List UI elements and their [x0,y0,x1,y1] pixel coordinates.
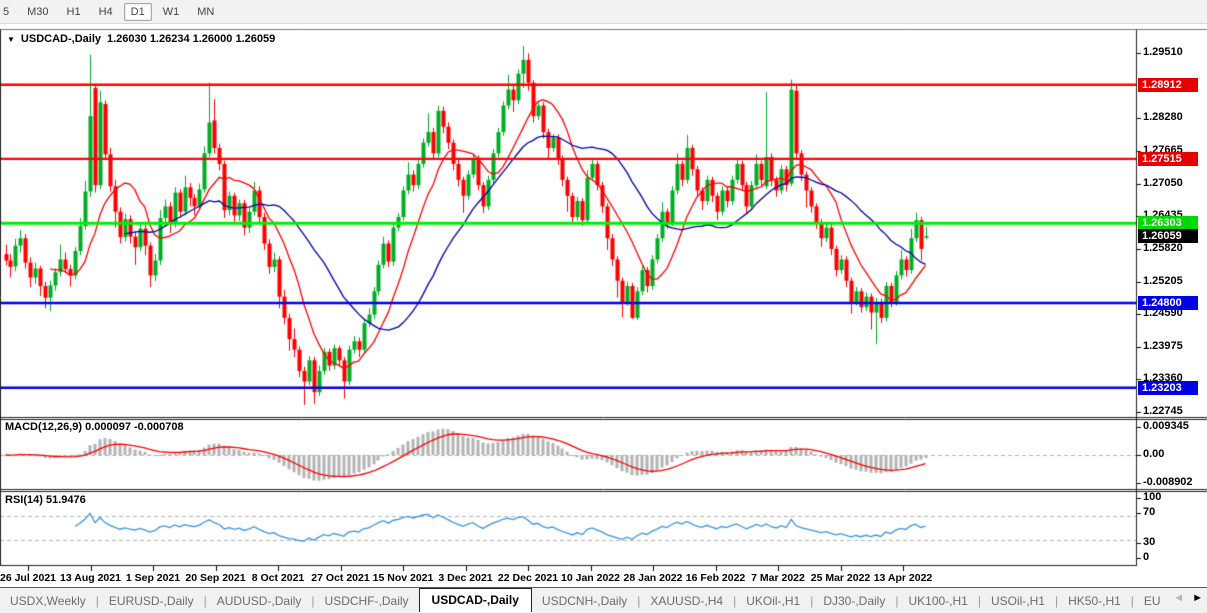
timeframe-toolbar: 5 M30 H1 H4 D1 W1 MN [0,0,1207,24]
symbol-tab-usdx-weekly[interactable]: USDX,Weekly [10,593,86,608]
tab-separator: | [311,593,315,608]
price-axis-label: 1.28280 [1143,111,1183,124]
symbol-dropdown-icon[interactable]: ▼ [7,34,15,44]
rsi-indicator-label: RSI(14) 51.9476 [5,494,86,506]
price-axis-label: 1.23975 [1143,339,1183,352]
price-axis-label: 1.29510 [1143,46,1183,58]
price-tag-1.28912: 1.28912 [1138,77,1198,92]
price-axis-label: 1.25820 [1143,241,1183,254]
date-axis-label: 20 Sep 2021 [185,572,246,584]
date-axis-label: 25 Mar 2022 [810,572,871,584]
symbol-tab-eu[interactable]: EU [1143,593,1161,608]
price-axis-label: 1.25205 [1143,274,1183,287]
price-tag-1.23203: 1.23203 [1138,380,1198,395]
tab-scroll-arrows: ◄ ► [1173,592,1203,604]
symbol-tab-usdcnh-daily[interactable]: USDCNH-,Daily [541,593,628,608]
price-tag-1.27515: 1.27515 [1138,151,1198,166]
symbol-tab-usoil-h1[interactable]: USOil-,H1 [990,593,1045,608]
tab-separator: | [1130,593,1134,608]
tab-scroll-right-icon[interactable]: ► [1192,592,1203,604]
chart-canvas[interactable] [0,0,1207,587]
rsi-axis-label: 70 [1143,506,1156,518]
date-axis-label: 13 Apr 2022 [873,572,933,584]
price-tag-1.26303: 1.26303 [1138,216,1198,231]
timeframe-button-d1[interactable]: D1 [123,2,152,21]
rsi-axis-label: 0 [1143,551,1150,563]
symbol-tab-hk50-h1[interactable]: HK50-,H1 [1068,593,1121,608]
tab-scroll-left-icon[interactable]: ◄ [1173,592,1185,604]
timeframe-button-mn[interactable]: MN [197,5,215,18]
macd-indicator-label: MACD(12,26,9) 0.000097 -0.000708 [5,421,184,433]
tab-separator: | [810,593,814,608]
price-axis-label: 1.24590 [1143,307,1183,320]
symbol-tab-dj30-daily[interactable]: DJ30-,Daily [823,593,886,608]
date-axis-label: 3 Dec 2021 [438,572,493,584]
date-axis-label: 10 Jan 2022 [561,572,620,584]
symbol-tab-uk100-h1[interactable]: UK100-,H1 [908,593,968,608]
price-axis-label: 1.27050 [1143,176,1183,189]
chart-symbol-label: USDCAD-,Daily [20,33,101,45]
price-tag-1.24800: 1.24800 [1138,296,1198,310]
tab-separator: | [895,593,899,608]
date-axis-label: 28 Jan 2022 [623,572,683,584]
price-tag-1.26059: 1.26059 [1138,229,1198,244]
symbol-tab-usdchf-daily[interactable]: USDCHF-,Daily [324,593,409,608]
tab-separator: | [203,593,207,608]
tab-separator: | [95,593,99,608]
date-axis-label: 15 Nov 2021 [372,572,434,584]
date-axis-label: 8 Oct 2021 [251,572,305,584]
symbol-tab-bar: USDX,Weekly | EURUSD-,Daily | AUDUSD-,Daily |… [0,587,1207,613]
date-axis-label: 13 Aug 2021 [60,572,121,584]
date-axis-label: 16 Feb 2022 [685,572,746,584]
timeframe-button-h4[interactable]: H4 [98,5,113,18]
date-axis-label: 27 Oct 2021 [311,572,370,584]
date-axis-label: 7 Mar 2022 [751,572,805,584]
timeframe-button-w1[interactable]: W1 [162,5,180,18]
chart-title: ▼ USDCAD-,Daily 1.26030 1.26234 1.26000 … [7,33,275,45]
tab-separator: | [637,593,641,608]
macd-axis-label: 0.00 [1143,448,1165,460]
symbol-tab-ukoil-h1[interactable]: UKOil-,H1 [746,593,801,608]
symbol-tab-usdcad-daily[interactable]: USDCAD-,Daily [418,587,532,612]
macd-axis-label: 0.009345 [1143,420,1189,432]
date-axis-label: 26 Jul 2021 [0,572,57,584]
date-axis-label: 1 Sep 2021 [125,572,181,584]
symbol-tab-xauusd-h4[interactable]: XAUUSD-,H4 [650,593,724,608]
timeframe-button-5[interactable]: 5 [3,5,10,18]
timeframe-button-m30[interactable]: M30 [27,5,49,18]
macd-axis-label: -0.008902 [1143,476,1193,488]
rsi-axis-label: 100 [1143,491,1162,503]
symbol-tab-eurusd-daily[interactable]: EURUSD-,Daily [108,593,194,608]
tab-separator: | [733,593,737,608]
tab-separator: | [1054,593,1059,608]
rsi-axis-label: 30 [1143,536,1156,548]
symbol-tab-audusd-daily[interactable]: AUDUSD-,Daily [216,593,302,608]
chart-ohlc-values: 1.26030 1.26234 1.26000 1.26059 [107,33,276,45]
price-axis-label: 1.22745 [1143,405,1183,418]
tab-separator: | [977,593,981,608]
timeframe-button-h1[interactable]: H1 [66,5,81,18]
date-axis-label: 22 Dec 2021 [497,572,559,584]
